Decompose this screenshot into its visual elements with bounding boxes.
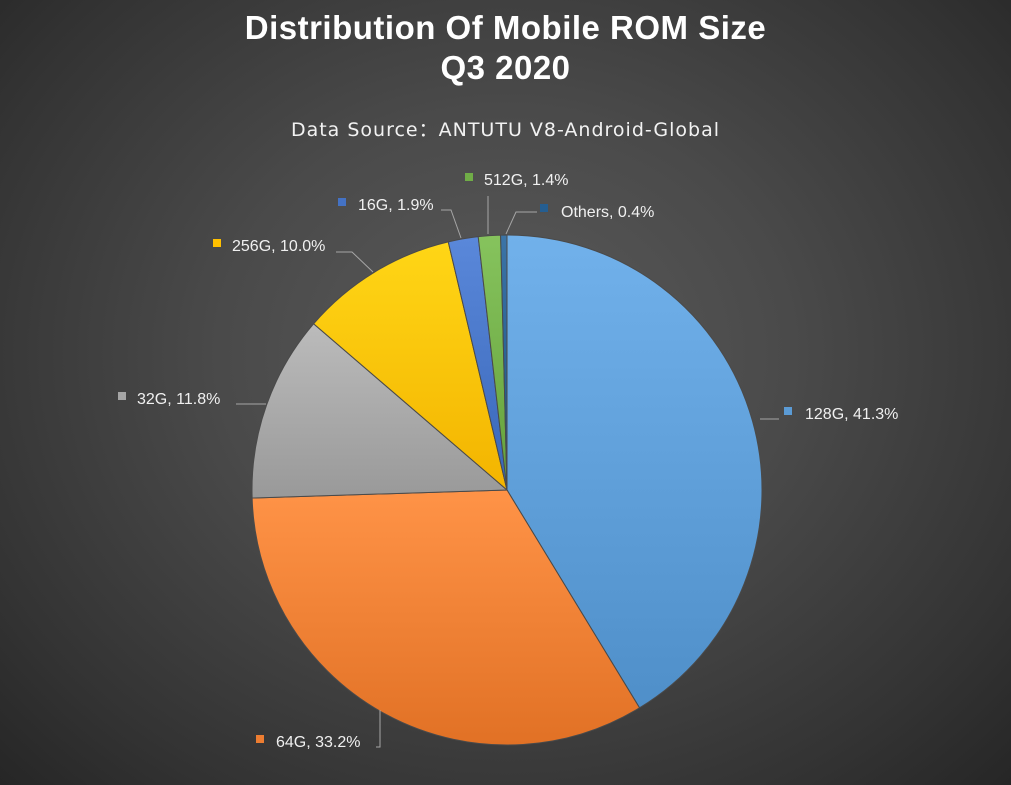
data-label-512g: 512G, 1.4% [484, 172, 569, 189]
data-label-64g: 64G, 33.2% [276, 734, 361, 751]
leader-line [505, 211, 537, 235]
label-key-16g [338, 198, 346, 206]
pie-slice-32g [251, 323, 509, 499]
leader-line [336, 251, 374, 273]
data-label-32g: 32G, 11.8% [137, 391, 220, 408]
data-label-16g: 16G, 1.9% [358, 197, 434, 214]
label-key-128g [784, 407, 792, 415]
chart-subtitle: Data Source：ANTUTU V8-Android-Global [290, 119, 721, 141]
label-key-others [540, 204, 548, 212]
leader-line [376, 710, 381, 748]
pie-slice-others [500, 234, 508, 491]
title-line-2: Q3 2020 [440, 49, 571, 86]
pie-slices [251, 234, 763, 746]
leader-line [441, 209, 462, 239]
pie-slice-256g [312, 241, 508, 492]
label-key-512g [465, 173, 473, 181]
pie-slice-64g [251, 489, 641, 746]
data-label-128g: 128G, 41.3% [805, 406, 898, 423]
pie-slice-128g [506, 234, 763, 709]
label-key-32g [118, 392, 126, 400]
label-key-64g [256, 735, 264, 743]
data-labels: 128G, 41.3% 64G, 33.2% 32G, 11.8% 256G, 10.… [118, 172, 898, 751]
title-line-1: Distribution Of Mobile ROM Size [244, 9, 767, 46]
label-key-256g [213, 239, 221, 247]
chart-title: Distribution Of Mobile ROM Size Q3 2020 [0, 8, 1011, 88]
data-label-others: Others, 0.4% [561, 204, 654, 221]
data-label-256g: 256G, 10.0% [232, 238, 325, 255]
